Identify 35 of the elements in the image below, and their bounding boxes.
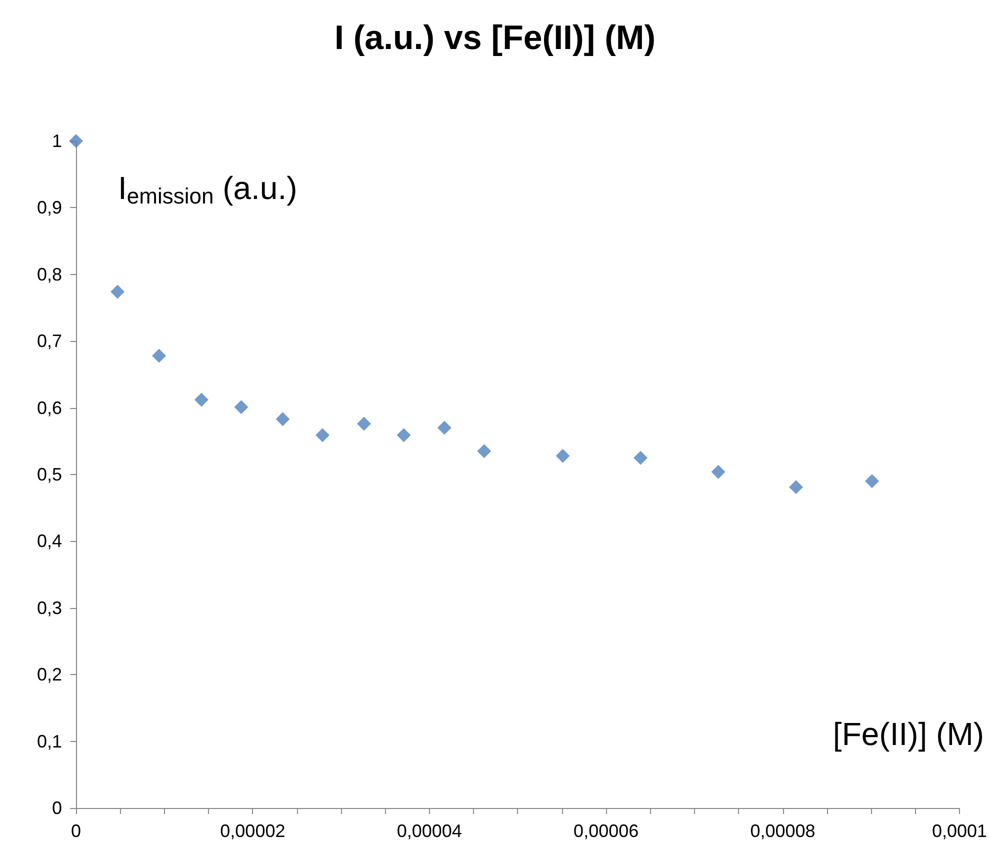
x-tick-label: 0 [70,821,82,841]
point [276,412,290,426]
point [315,428,330,442]
point [634,450,648,465]
y-tick-label: 0,4 [36,531,62,552]
chart-title: I (a.u.) vs [Fe(II)] (M) [334,19,656,57]
point [110,284,125,299]
x-tick-label: 0,00008 [750,821,816,841]
point [152,348,166,363]
point [711,464,726,479]
point [396,428,411,442]
point [234,400,248,414]
y-tick-label: 0,5 [36,464,62,484]
y-tick-label: 0,2 [36,664,62,685]
y-tick-label: 0,7 [36,331,62,352]
y-tick-label: 0,1 [36,731,62,752]
x-tick-label: 0,00002 [220,821,286,841]
y-tick-label: 0,6 [36,398,62,418]
x-tick-label: 0,00006 [574,821,639,841]
y-tick-label: 0,9 [36,198,62,218]
point [556,448,570,463]
y-tick-label: 0 [52,798,62,818]
point [69,134,83,148]
point [437,420,452,435]
point [194,392,208,407]
y-tick-label: 0,8 [36,264,62,284]
x-tick-label: 0,0001 [932,821,988,841]
x-tick-label: 0,00004 [396,821,462,841]
point [865,474,880,488]
y-tick-label: 1 [52,131,62,151]
x-axis-title: [Fe(II)] (M) [832,716,984,752]
point [477,444,492,458]
point [789,480,804,494]
y-tick-label: 0,3 [36,598,62,618]
point [357,416,372,431]
